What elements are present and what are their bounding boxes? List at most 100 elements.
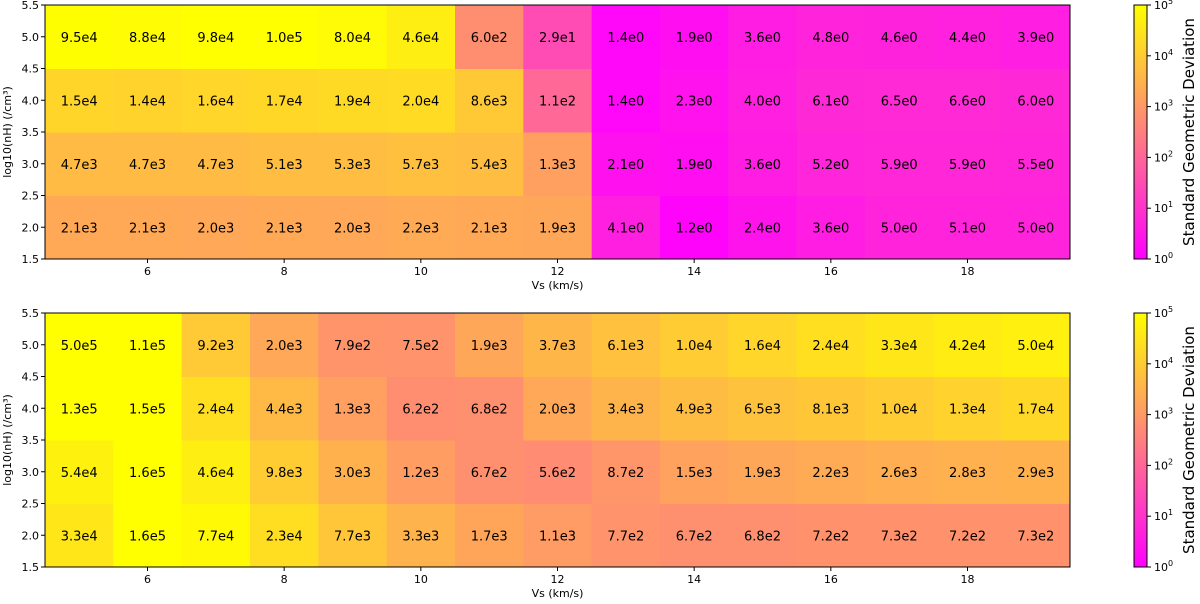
- heatmap-cell: [796, 503, 866, 568]
- cell-label: 3.7e3: [539, 339, 576, 354]
- heatmap-cell: [113, 195, 183, 260]
- heatmap-cell: [386, 68, 456, 133]
- cell-label: 1.9e4: [334, 94, 371, 109]
- heatmap-cell: [1001, 313, 1071, 377]
- heatmap-cell: [250, 5, 319, 69]
- heatmap-cell: [728, 5, 798, 69]
- cell-label: 5.1e3: [266, 158, 303, 173]
- cell-label: 1.3e3: [334, 402, 371, 417]
- heatmap-cell: [113, 503, 183, 568]
- heatmap-cell: [318, 376, 388, 441]
- heatmap-cell: [386, 132, 456, 196]
- heatmap-cell: [250, 195, 319, 260]
- colorbar-tick-label: 103: [1154, 99, 1173, 114]
- heatmap-cell: [455, 132, 524, 196]
- colorbar-tick-base: 10: [1154, 50, 1168, 63]
- cell-label: 5.1e0: [949, 221, 986, 236]
- heatmap-cell: [591, 376, 661, 441]
- heatmap-cell: [250, 132, 319, 196]
- cell-label: 2.0e3: [197, 221, 234, 236]
- y-tick-label: 1.5: [22, 253, 40, 266]
- cell-label: 1.9e3: [471, 339, 508, 354]
- cell-label: 1.7e3: [471, 529, 508, 544]
- heatmap-cell: [591, 132, 661, 196]
- heatmap-cell: [660, 503, 729, 568]
- heatmap-cell: [455, 376, 524, 441]
- cell-label: 6.8e2: [471, 402, 508, 417]
- colorbar-tick-exponent: 0: [1168, 251, 1173, 260]
- y-tick-label: 5.0: [22, 31, 40, 44]
- heatmap-cell: [181, 376, 251, 441]
- x-tick-label: 6: [144, 573, 151, 586]
- cell-label: 5.0e5: [61, 339, 98, 354]
- heatmap-cell: [386, 503, 456, 568]
- y-axis-label: log10(nH) (/cm³): [1, 394, 14, 486]
- heatmap-cell: [796, 440, 866, 504]
- cell-label: 2.8e3: [949, 466, 986, 481]
- cell-label: 3.3e3: [402, 529, 439, 544]
- heatmap-cell: [728, 132, 798, 196]
- x-tick-label: 10: [414, 573, 428, 586]
- heatmap-cell: [865, 376, 934, 441]
- cell-label: 5.0e4: [1017, 339, 1054, 354]
- cell-label: 2.0e3: [539, 402, 576, 417]
- heatmap-cell: [660, 132, 729, 196]
- heatmap-cell: [523, 503, 593, 568]
- cell-label: 1.7e4: [266, 94, 303, 109]
- colorbar-tick-exponent: 2: [1168, 149, 1173, 158]
- colorbar-label: Standard Geometric Deviation: [1180, 18, 1198, 246]
- heatmap-cell: [386, 313, 456, 377]
- y-tick-label: 4.0: [22, 402, 40, 415]
- cell-label: 1.1e3: [539, 529, 576, 544]
- cell-label: 1.1e5: [129, 339, 166, 354]
- cell-label: 1.4e0: [607, 94, 644, 109]
- cell-label: 7.7e4: [197, 529, 234, 544]
- cell-label: 5.5e0: [1017, 158, 1054, 173]
- cell-label: 2.2e3: [812, 466, 849, 481]
- heatmap-cell: [933, 5, 1003, 69]
- cell-label: 7.2e2: [812, 529, 849, 544]
- heatmap-cell: [250, 313, 319, 377]
- heatmap-cell: [523, 376, 593, 441]
- cell-label: 8.1e3: [812, 402, 849, 417]
- heatmap-cell: [933, 68, 1003, 133]
- cell-label: 5.4e3: [471, 158, 508, 173]
- cell-label: 2.4e4: [197, 402, 234, 417]
- heatmap-cell: [865, 440, 934, 504]
- cell-label: 4.7e3: [61, 158, 98, 173]
- heatmap-cell: [45, 5, 114, 69]
- heatmap-cell: [728, 313, 798, 377]
- heatmap-cell: [660, 376, 729, 441]
- cell-label: 3.6e0: [744, 158, 781, 173]
- heatmap-cell: [455, 5, 524, 69]
- heatmap-cell: [181, 195, 251, 260]
- colorbar-tick-label: 105: [1154, 0, 1173, 12]
- cell-label: 8.7e2: [607, 466, 644, 481]
- heatmap-cell: [455, 440, 524, 504]
- cell-label: 1.9e3: [744, 466, 781, 481]
- y-tick-label: 2.0: [22, 221, 40, 234]
- cell-label: 1.6e4: [197, 94, 234, 109]
- heatmap-cell: [660, 313, 729, 377]
- cell-label: 2.9e3: [1017, 466, 1054, 481]
- heatmap-cell: [250, 440, 319, 504]
- cell-label: 1.7e4: [1017, 402, 1054, 417]
- colorbar-tick-base: 10: [1154, 151, 1168, 164]
- heatmap-cell: [796, 68, 866, 133]
- cell-label: 4.4e3: [266, 402, 303, 417]
- heatmap-cell: [796, 313, 866, 377]
- heatmap-cell: [933, 440, 1003, 504]
- heatmap-cell: [318, 68, 388, 133]
- heatmap-cell: [933, 195, 1003, 260]
- cell-label: 6.5e3: [744, 402, 781, 417]
- x-tick-label: 12: [551, 573, 565, 586]
- heatmap-cell: [796, 132, 866, 196]
- cell-label: 1.5e3: [676, 466, 713, 481]
- heatmap-cell: [318, 5, 388, 69]
- cell-label: 4.6e0: [881, 31, 918, 46]
- cell-label: 7.9e2: [334, 339, 371, 354]
- heatmap-cell: [386, 440, 456, 504]
- cell-label: 1.6e4: [744, 339, 781, 354]
- heatmap-cell: [1001, 440, 1071, 504]
